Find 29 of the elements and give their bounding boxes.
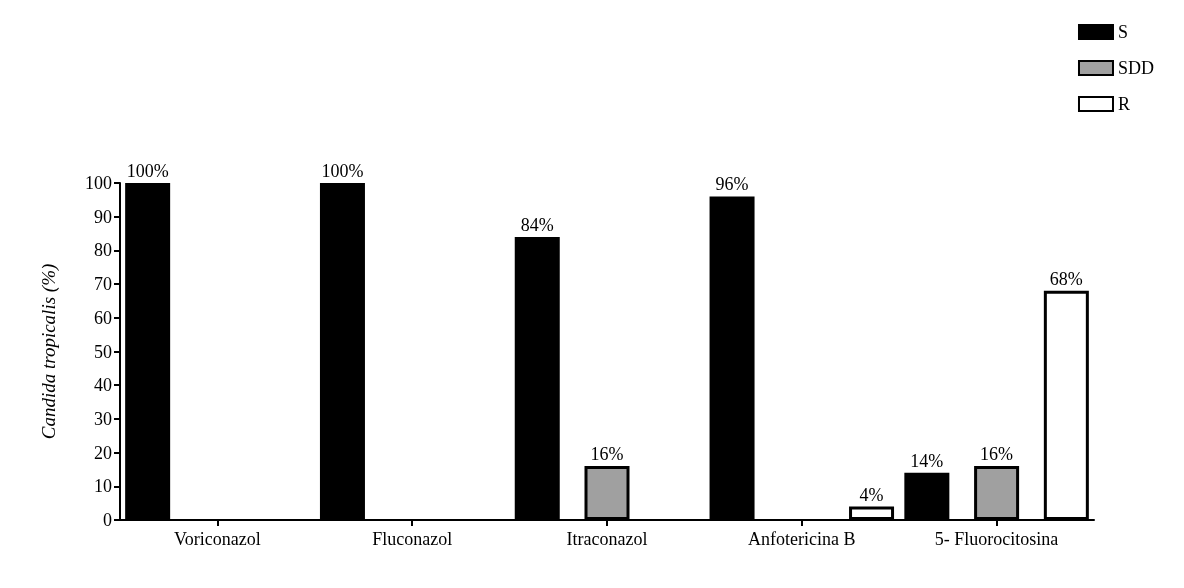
legend-label: S	[1117, 22, 1129, 42]
y-tick-label: 60	[94, 307, 112, 328]
y-tick-label: 100	[85, 173, 112, 193]
data-label: 96%	[715, 174, 749, 195]
y-tick-label: 80	[94, 240, 112, 261]
y-tick-label: 70	[94, 274, 112, 295]
y-tick-label: 20	[94, 442, 112, 463]
data-label: 16%	[590, 444, 624, 465]
legend-label: SDD	[1117, 58, 1155, 78]
y-tick-label: 40	[94, 375, 112, 396]
data-label: 100%	[126, 161, 169, 181]
y-axis-title: Candida tropicalis (%)	[38, 263, 60, 440]
y-tick-label: 50	[94, 341, 112, 362]
x-tick-label: Itraconazol	[566, 529, 648, 549]
y-tick-label: 30	[94, 408, 112, 429]
x-tick-label: 5- Fluorocitosina	[934, 529, 1059, 549]
data-label: 84%	[520, 214, 554, 235]
data-label: 100%	[321, 161, 364, 181]
y-tick-label: 90	[94, 206, 112, 227]
data-label: 4%	[859, 484, 884, 505]
data-label: 68%	[1049, 268, 1083, 289]
data-label: 14%	[910, 450, 944, 471]
y-tick-label: 0	[103, 510, 112, 530]
y-tick-label: 10	[94, 476, 112, 497]
data-label: 16%	[980, 444, 1014, 465]
x-tick-label: Voriconazol	[174, 529, 261, 549]
x-tick-label: Fluconazol	[372, 529, 453, 549]
x-tick-label: Anfotericina B	[748, 529, 856, 549]
legend-label: R	[1117, 94, 1131, 114]
